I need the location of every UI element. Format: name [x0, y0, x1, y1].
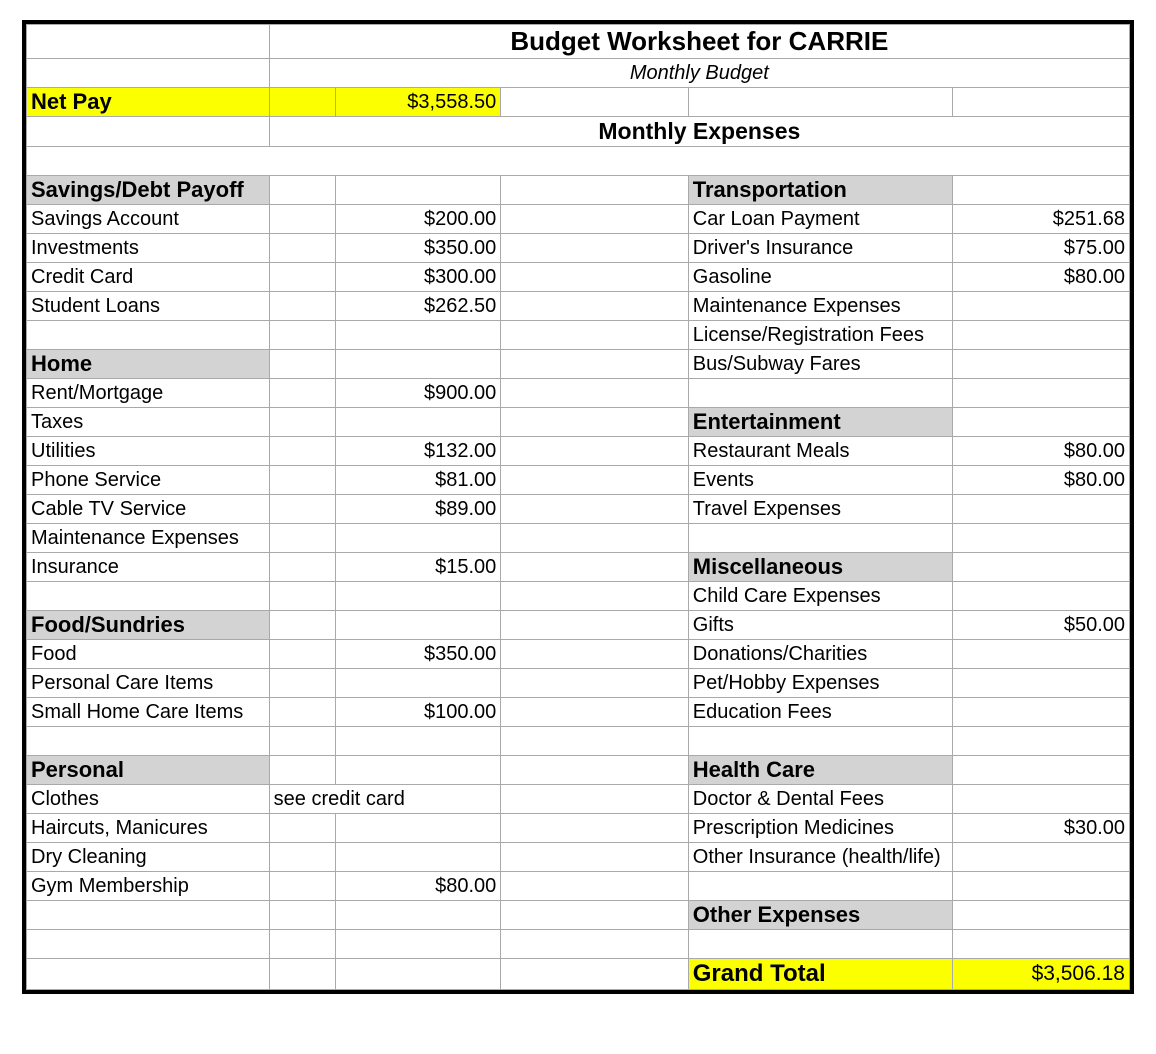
row-value: [335, 408, 500, 437]
row-label: Car Loan Payment: [688, 205, 953, 234]
row-label: Other Insurance (health/life): [688, 843, 953, 872]
grand-total-label: Grand Total: [688, 959, 953, 990]
row-label: Credit Card: [27, 263, 270, 292]
row-value: [335, 814, 500, 843]
row-label: Maintenance Expenses: [27, 524, 270, 553]
row-value: [335, 669, 500, 698]
row-value: $251.68: [953, 205, 1130, 234]
row-value: $132.00: [335, 437, 500, 466]
row-value: [953, 669, 1130, 698]
spreadsheet-table: Budget Worksheet for CARRIE Monthly Budg…: [26, 24, 1130, 990]
transportation-header: Transportation: [688, 176, 953, 205]
row-value: [953, 292, 1130, 321]
row-label: Driver's Insurance: [688, 234, 953, 263]
grand-total-value: $3,506.18: [953, 959, 1130, 990]
savings-header: Savings/Debt Payoff: [27, 176, 270, 205]
budget-worksheet: Budget Worksheet for CARRIE Monthly Budg…: [22, 20, 1134, 994]
row-value: [953, 321, 1130, 350]
row-label: Personal Care Items: [27, 669, 270, 698]
personal-header: Personal: [27, 756, 270, 785]
row-label: Education Fees: [688, 698, 953, 727]
row-label: Pet/Hobby Expenses: [688, 669, 953, 698]
row-value: $100.00: [335, 698, 500, 727]
net-pay-label: Net Pay: [27, 88, 270, 117]
row-label: Savings Account: [27, 205, 270, 234]
row-label: Food: [27, 640, 270, 669]
row-value: [953, 843, 1130, 872]
row-label: Insurance: [27, 553, 270, 582]
row-label: Gifts: [688, 611, 953, 640]
row-value: [953, 350, 1130, 379]
food-header: Food/Sundries: [27, 611, 270, 640]
monthly-expenses-header: Monthly Expenses: [269, 117, 1129, 147]
home-header: Home: [27, 350, 270, 379]
page-title: Budget Worksheet for CARRIE: [269, 25, 1129, 59]
row-label: Doctor & Dental Fees: [688, 785, 953, 814]
row-value: $350.00: [335, 640, 500, 669]
row-label: Dry Cleaning: [27, 843, 270, 872]
row-label: Donations/Charities: [688, 640, 953, 669]
row-value: [953, 785, 1130, 814]
row-label: Maintenance Expenses: [688, 292, 953, 321]
net-pay-value: $3,558.50: [335, 88, 500, 117]
row-value: [335, 524, 500, 553]
row-value: $80.00: [953, 437, 1130, 466]
row-value: $262.50: [335, 292, 500, 321]
row-label: Restaurant Meals: [688, 437, 953, 466]
row-value: $200.00: [335, 205, 500, 234]
row-label: Clothes: [27, 785, 270, 814]
row-label: Rent/Mortgage: [27, 379, 270, 408]
row-label: Events: [688, 466, 953, 495]
row-value: $81.00: [335, 466, 500, 495]
other-expenses-header: Other Expenses: [688, 901, 953, 930]
row-value: $900.00: [335, 379, 500, 408]
row-value: $80.00: [953, 263, 1130, 292]
row-label: Student Loans: [27, 292, 270, 321]
row-label: Haircuts, Manicures: [27, 814, 270, 843]
row-label: Bus/Subway Fares: [688, 350, 953, 379]
row-label: Cable TV Service: [27, 495, 270, 524]
row-label: Gym Membership: [27, 872, 270, 901]
row-label: Small Home Care Items: [27, 698, 270, 727]
row-label: License/Registration Fees: [688, 321, 953, 350]
health-header: Health Care: [688, 756, 953, 785]
row-value: [953, 582, 1130, 611]
row-label: Travel Expenses: [688, 495, 953, 524]
row-value: $75.00: [953, 234, 1130, 263]
row-label: Utilities: [27, 437, 270, 466]
row-label: Gasoline: [688, 263, 953, 292]
row-note: see credit card: [269, 785, 501, 814]
row-value: [953, 698, 1130, 727]
misc-header: Miscellaneous: [688, 553, 953, 582]
row-label: Taxes: [27, 408, 270, 437]
row-value: $80.00: [953, 466, 1130, 495]
row-value: $300.00: [335, 263, 500, 292]
row-label: Prescription Medicines: [688, 814, 953, 843]
row-label: Phone Service: [27, 466, 270, 495]
entertainment-header: Entertainment: [688, 408, 953, 437]
row-label: Child Care Expenses: [688, 582, 953, 611]
row-value: $350.00: [335, 234, 500, 263]
row-label: Investments: [27, 234, 270, 263]
row-value: [953, 640, 1130, 669]
page-subtitle: Monthly Budget: [269, 59, 1129, 88]
row-value: $80.00: [335, 872, 500, 901]
row-value: $89.00: [335, 495, 500, 524]
row-value: [953, 495, 1130, 524]
row-value: $50.00: [953, 611, 1130, 640]
row-value: $30.00: [953, 814, 1130, 843]
row-value: $15.00: [335, 553, 500, 582]
row-value: [335, 843, 500, 872]
